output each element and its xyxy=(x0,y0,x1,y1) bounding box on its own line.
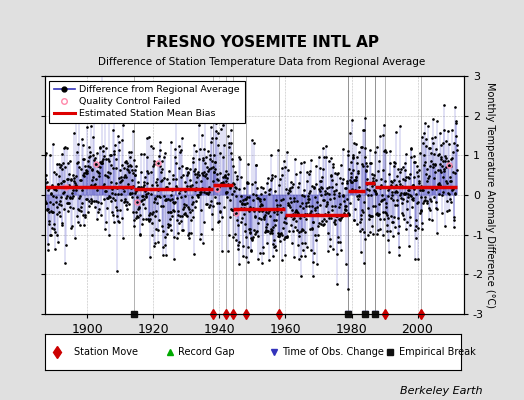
Text: Berkeley Earth: Berkeley Earth xyxy=(400,386,482,396)
Legend: Difference from Regional Average, Quality Control Failed, Estimated Station Mean: Difference from Regional Average, Qualit… xyxy=(49,81,245,123)
Text: Empirical Break: Empirical Break xyxy=(399,347,475,357)
Text: Time of Obs. Change: Time of Obs. Change xyxy=(282,347,384,357)
Text: Station Move: Station Move xyxy=(74,347,138,357)
Text: FRESNO YOSEMITE INTL AP: FRESNO YOSEMITE INTL AP xyxy=(146,35,378,50)
Text: Difference of Station Temperature Data from Regional Average: Difference of Station Temperature Data f… xyxy=(99,57,425,67)
Text: Record Gap: Record Gap xyxy=(178,347,234,357)
Y-axis label: Monthly Temperature Anomaly Difference (°C): Monthly Temperature Anomaly Difference (… xyxy=(485,82,495,308)
